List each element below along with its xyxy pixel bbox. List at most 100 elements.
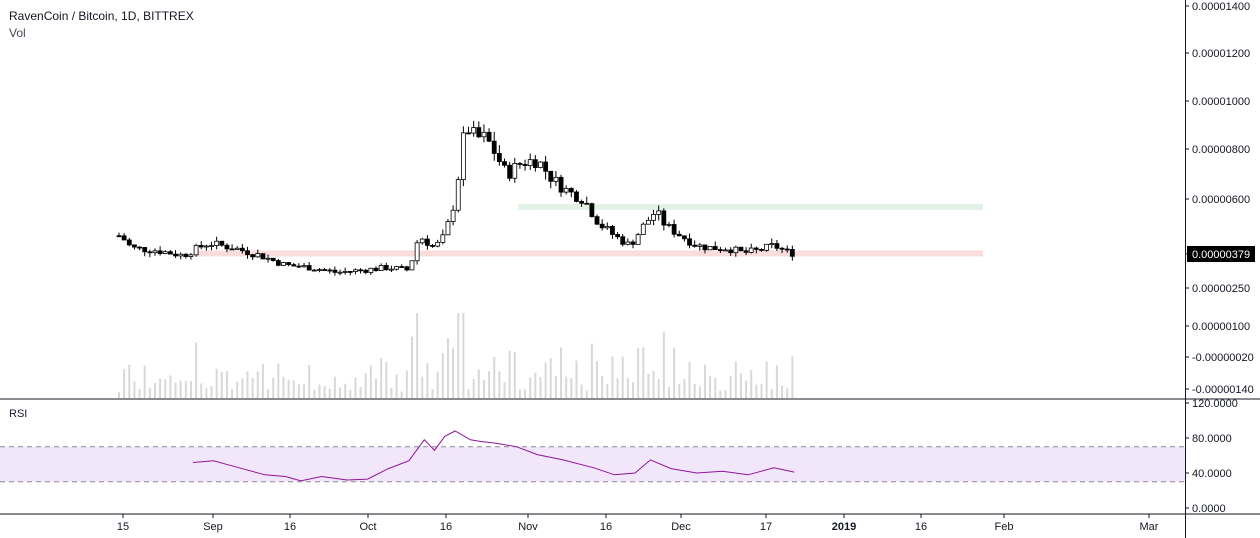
- volume-bar: [426, 363, 429, 398]
- candle-body: [532, 159, 538, 168]
- candle-body: [296, 265, 302, 268]
- price-tick-label: 0.00001200: [1192, 48, 1250, 60]
- candle-body: [784, 248, 790, 251]
- volume-bar: [667, 386, 670, 398]
- volume-bar: [390, 387, 393, 398]
- volume-bar: [693, 383, 696, 398]
- volume-bar: [457, 313, 460, 398]
- candle-body: [203, 245, 209, 248]
- candle-body: [142, 247, 148, 253]
- candle-body: [132, 244, 137, 248]
- candle-body: [507, 164, 513, 179]
- candle-body: [697, 244, 703, 247]
- candle-body: [486, 131, 492, 142]
- candle-body: [219, 240, 225, 246]
- candle-body: [476, 127, 482, 138]
- candle-body: [748, 247, 754, 253]
- volume-bar: [354, 377, 357, 398]
- volume-bar: [662, 332, 665, 398]
- candle-body: [579, 201, 584, 204]
- volume-bar: [251, 378, 254, 398]
- price-tick-label: 0.00000600: [1192, 194, 1250, 206]
- candle-body: [265, 257, 271, 260]
- candle-body: [250, 254, 256, 258]
- volume-bar: [210, 386, 213, 398]
- time-tick-label: Mar: [1140, 521, 1159, 533]
- candle-body: [558, 176, 564, 193]
- candle-body: [440, 234, 446, 243]
- volume-bar: [657, 379, 660, 398]
- volume-bar: [231, 389, 234, 398]
- candle-body: [676, 233, 682, 237]
- candle-body: [656, 210, 662, 215]
- volume-bar: [524, 389, 527, 398]
- candle-body: [584, 202, 590, 205]
- price-tick-label: 0.00001400: [1192, 1, 1250, 13]
- candle-body: [789, 249, 795, 257]
- price-tick-label: 0.00000250: [1192, 283, 1250, 295]
- candle-body: [733, 246, 739, 254]
- last-price-badge: [1187, 246, 1255, 262]
- candle-body: [147, 251, 153, 254]
- candle-body: [198, 245, 204, 248]
- candle-body: [574, 191, 579, 202]
- volume-bar: [421, 376, 424, 398]
- volume-bar: [647, 373, 650, 398]
- candle-body: [471, 127, 477, 134]
- volume-bar: [133, 381, 136, 398]
- volume-bar: [400, 391, 403, 398]
- volume-bar: [431, 389, 434, 398]
- volume-bar: [714, 377, 717, 398]
- support-zone: [197, 250, 983, 257]
- candle-body: [466, 132, 471, 135]
- candle-body: [116, 235, 122, 238]
- chart-title: RavenCoin / Bitcoin, 1D, BITTREX: [9, 9, 194, 23]
- candle-body: [445, 221, 451, 236]
- volume-bar: [159, 378, 162, 398]
- volume-bar: [416, 313, 419, 398]
- volume-bar: [678, 384, 681, 398]
- volume-bar: [215, 368, 218, 398]
- volume-bar: [688, 362, 691, 398]
- volume-bar: [277, 363, 280, 398]
- candle-body: [162, 251, 168, 254]
- candle-body: [717, 249, 723, 252]
- volume-bar: [380, 358, 383, 398]
- candle-body: [167, 251, 173, 255]
- volume-bar: [308, 364, 311, 398]
- candle-body: [692, 244, 698, 247]
- price-tick-label: 0.00001000: [1192, 96, 1250, 108]
- candle-body: [322, 269, 328, 271]
- candle-body: [553, 176, 559, 182]
- volume-bar: [287, 379, 290, 398]
- candle-body: [193, 245, 199, 256]
- volume-bar: [518, 389, 521, 398]
- candle-body: [358, 269, 363, 272]
- candle-body: [651, 213, 656, 221]
- volume-bar: [755, 384, 758, 398]
- candle-body: [538, 161, 543, 168]
- candle-body: [409, 260, 415, 271]
- candle-body: [229, 248, 235, 251]
- volume-bar: [241, 378, 244, 398]
- candle-body: [414, 242, 420, 262]
- volume-bar: [333, 376, 336, 398]
- candle-body: [646, 219, 651, 225]
- candle-body: [306, 265, 312, 271]
- candle-body: [712, 246, 718, 251]
- time-tick-label: Feb: [995, 521, 1014, 533]
- volume-bar: [621, 356, 624, 398]
- volume-bar: [184, 380, 187, 398]
- volume-bar: [164, 379, 167, 398]
- volume-bar: [323, 385, 326, 398]
- rsi-label: RSI: [9, 408, 28, 420]
- candle-body: [435, 241, 441, 247]
- volume-bar: [349, 389, 352, 398]
- volume-bar: [369, 365, 372, 398]
- volume-bar: [549, 358, 552, 398]
- volume-bar: [683, 379, 686, 398]
- candle-body: [239, 247, 245, 252]
- candle-body: [404, 266, 410, 271]
